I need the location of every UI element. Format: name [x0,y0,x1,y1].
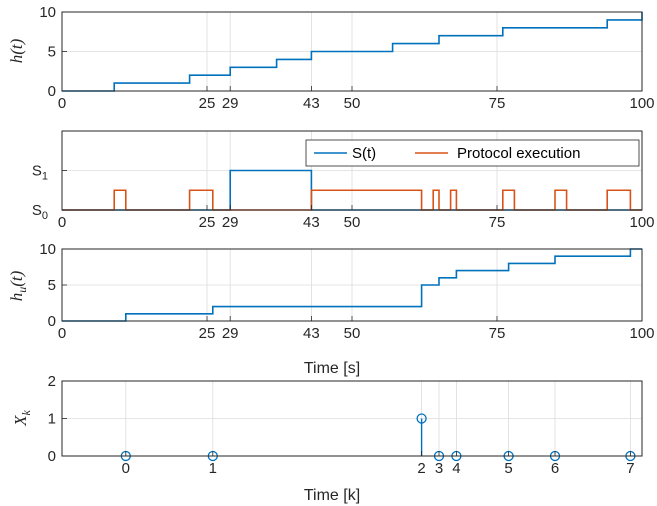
y-tick-label: 0 [48,83,56,100]
x-tick-label: 25 [199,95,216,112]
x-tick-label: 29 [222,214,239,231]
y-tick-label: 5 [48,44,56,61]
y-tick-label: S1 [32,163,48,183]
y-tick-label: 10 [39,4,56,21]
y-tick-label: S0 [32,202,48,222]
x-tick-label: 100 [629,325,654,342]
x-tick-label: 0 [58,214,66,231]
legend: S(t) Protocol execution [305,139,640,167]
x-tick-label: 75 [489,95,506,112]
x-tick-label: 50 [344,325,361,342]
y-tick-label: 1 [48,411,56,428]
x-tick-label: 75 [489,214,506,231]
y-tick-label: 0 [48,313,56,330]
y-axis-label-h: h(t) [7,38,26,63]
x-tick-label: 7 [626,460,634,477]
panel-h-t: 0 25 29 43 50 75 100 0 5 10 h(t) [7,4,655,112]
x-tick-label: 3 [435,460,443,477]
x-axis-label-time-s: Time [s] [304,360,360,377]
legend-label-s-t: S(t) [352,145,376,162]
x-tick-label: 43 [303,214,320,231]
legend-label-protocol: Protocol execution [457,145,580,162]
panel-hu-t: 0 25 29 43 50 75 100 0 5 10 hu(t) Time [s] [7,241,655,377]
series-line-protocol-execution [62,189,642,211]
series-line-2-0 [62,248,642,322]
y-tick-label: 5 [48,277,56,294]
x-tick-label: 43 [303,95,320,112]
x-tick-label: 5 [504,460,512,477]
panel-state: 0 25 29 43 50 75 100 S0 S1 S(t) Protocol executi… [32,130,655,231]
x-tick-label: 0 [122,460,130,477]
stem-marker [416,413,427,424]
x-tick-label: 4 [452,460,460,477]
legend-box [305,139,640,167]
series-line-0-0 [62,12,643,92]
x-tick-label: 43 [303,325,320,342]
x-tick-label: 2 [417,460,425,477]
y-tick-label: 10 [39,241,56,258]
x-tick-label: 1 [209,460,217,477]
x-tick-label: 25 [199,214,216,231]
x-tick-label: 25 [199,325,216,342]
y-axis-label-hu: hu(t) [7,270,29,301]
x-tick-label: 50 [344,214,361,231]
x-tick-label: 100 [629,95,654,112]
x-tick-label: 0 [58,95,66,112]
x-tick-label: 75 [489,325,506,342]
x-tick-label: 50 [344,95,361,112]
x-axis-label-time-k: Time [k] [304,487,360,504]
y-tick-label: 2 [48,373,56,390]
y-axis-label-xk: Xk [11,409,33,426]
x-tick-label: 29 [222,95,239,112]
x-tick-label: 6 [551,460,559,477]
x-tick-label: 29 [222,325,239,342]
x-tick-label: 0 [58,325,66,342]
y-tick-label: 0 [48,448,56,465]
x-tick-label: 100 [629,214,654,231]
